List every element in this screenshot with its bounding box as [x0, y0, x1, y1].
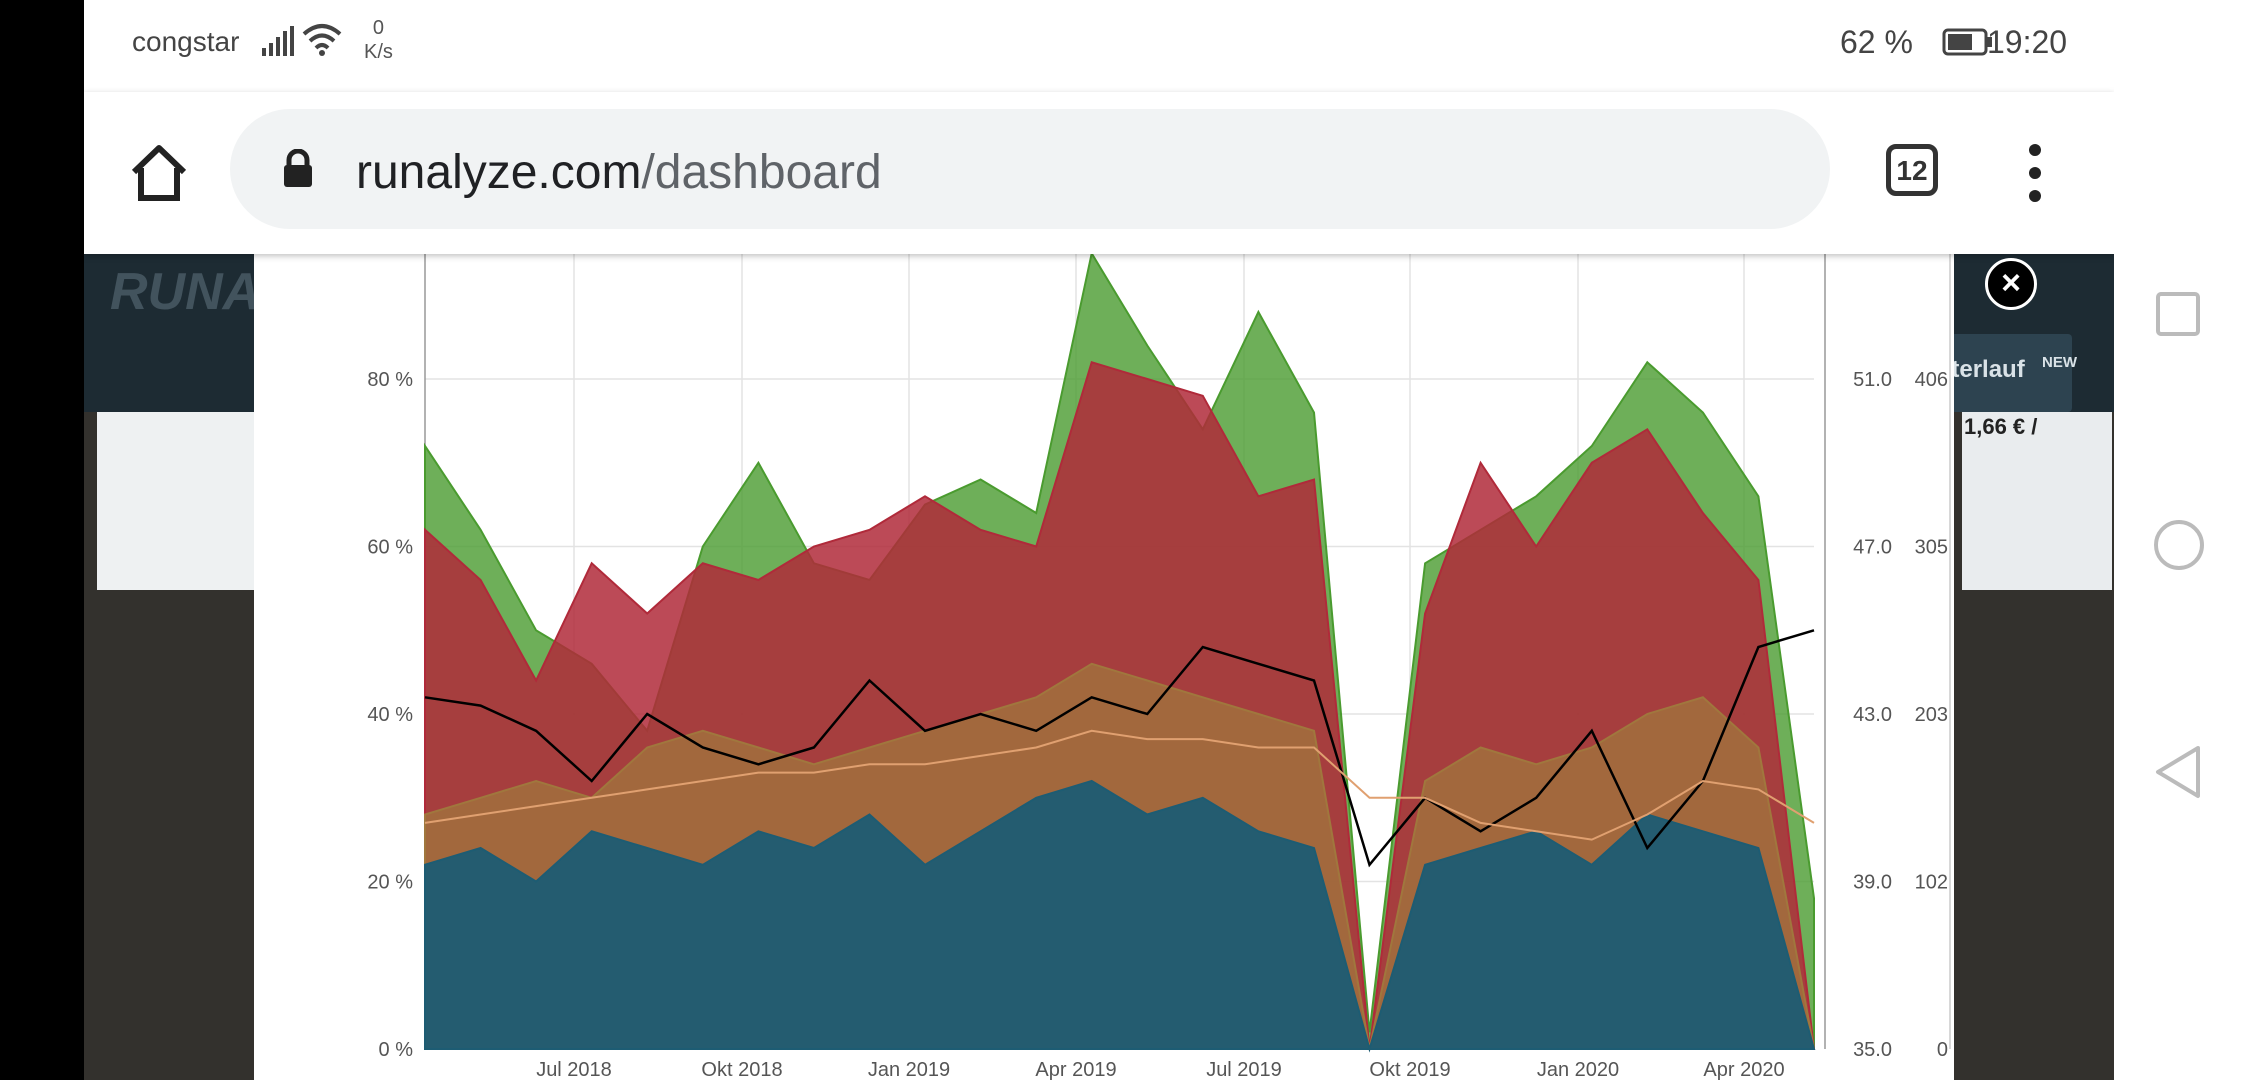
wifi-icon [302, 24, 342, 56]
lock-icon[interactable] [282, 149, 314, 189]
x-axis-tick-label: Okt 2019 [1369, 1059, 1450, 1080]
tab-switcher-button[interactable]: 12 [1886, 144, 1938, 196]
x-axis-tick-label: Apr 2020 [1703, 1059, 1784, 1080]
promo-card-left[interactable] [97, 412, 255, 590]
right-axis-2-tick-label: 305 [1915, 537, 1948, 559]
net-speed-unit: K/s [364, 41, 393, 63]
home-icon[interactable] [128, 142, 190, 204]
x-axis-tick-label: Jul 2018 [536, 1059, 612, 1080]
line-series-2 [424, 729, 1815, 841]
system-nav-bar [2114, 0, 2244, 1080]
close-modal-button[interactable]: × [1985, 258, 2037, 310]
right-axis-2-tick-label: 406 [1915, 369, 1948, 391]
home-nav-icon[interactable] [2152, 518, 2206, 572]
x-axis-tick-label: Jan 2020 [1537, 1059, 1619, 1080]
battery-percent: 62 % [1840, 24, 1913, 60]
performance-chart: 0 % 20 % 40 % 60 % 80 % 35.0 39.0 43.0 47.0 51.0 0… [367, 254, 1951, 1080]
left-axis-tick-label: 40 % [367, 704, 413, 726]
x-axis-tick-label: Jul 2019 [1206, 1059, 1282, 1080]
area-series-4 [424, 779, 1816, 1053]
url-path: /dashboard [641, 146, 882, 199]
left-axis-tick-label: 60 % [367, 537, 413, 559]
right-axis-2-tick-label: 102 [1915, 872, 1948, 894]
chart-modal: 0 % 20 % 40 % 60 % 80 % 35.0 39.0 43.0 47.0 51.0 0… [254, 254, 1954, 1080]
status-bar: congstar 0 K/s 62 % 19:20 [84, 0, 2114, 92]
signal-icon [262, 26, 294, 56]
url-host: runalyze.com [356, 146, 642, 199]
x-axis-tick-label: Apr 2019 [1035, 1059, 1116, 1080]
phone-screen: RUNALYZE sterlauf NEW 1,66 € / 0 % 20 % 40… [84, 0, 2114, 1080]
net-speed: 0 K/s [364, 16, 393, 64]
new-badge: NEW [2042, 354, 2077, 371]
x-axis-tick-label: Jan 2019 [868, 1059, 950, 1080]
promo-price: 1,66 € / [1964, 414, 2038, 439]
net-speed-value: 0 [372, 17, 385, 39]
back-icon[interactable] [2154, 744, 2202, 800]
carrier-name: congstar [132, 26, 240, 57]
left-axis-tick-label: 80 % [367, 369, 413, 391]
battery-icon [1942, 28, 1992, 56]
line-series-1 [424, 629, 1815, 868]
promo-card-right[interactable] [1962, 412, 2112, 590]
url-text[interactable]: runalyze.com/dashboard [356, 145, 882, 200]
right-axis-1-tick-label: 39.0 [1853, 872, 1892, 894]
right-axis-1-tick-label: 35.0 [1853, 1039, 1892, 1061]
more-options-icon[interactable] [2020, 142, 2050, 204]
clock: 19:20 [1987, 24, 2068, 60]
x-axis-tick-label: Okt 2018 [701, 1059, 782, 1080]
right-axis-1-tick-label: 43.0 [1853, 704, 1892, 726]
left-axis-tick-label: 0 % [379, 1039, 414, 1061]
right-axis-2-tick-label: 0 [1937, 1039, 1948, 1061]
left-axis-tick-label: 20 % [367, 872, 413, 894]
browser-toolbar: runalyze.com/dashboard 12 [84, 92, 2114, 254]
address-bar[interactable]: runalyze.com/dashboard [230, 109, 1830, 229]
right-axis-1-tick-label: 51.0 [1853, 369, 1892, 391]
right-axis-2-tick-label: 203 [1915, 704, 1948, 726]
right-axis-1-tick-label: 47.0 [1853, 537, 1892, 559]
recent-apps-icon[interactable] [2154, 290, 2202, 338]
